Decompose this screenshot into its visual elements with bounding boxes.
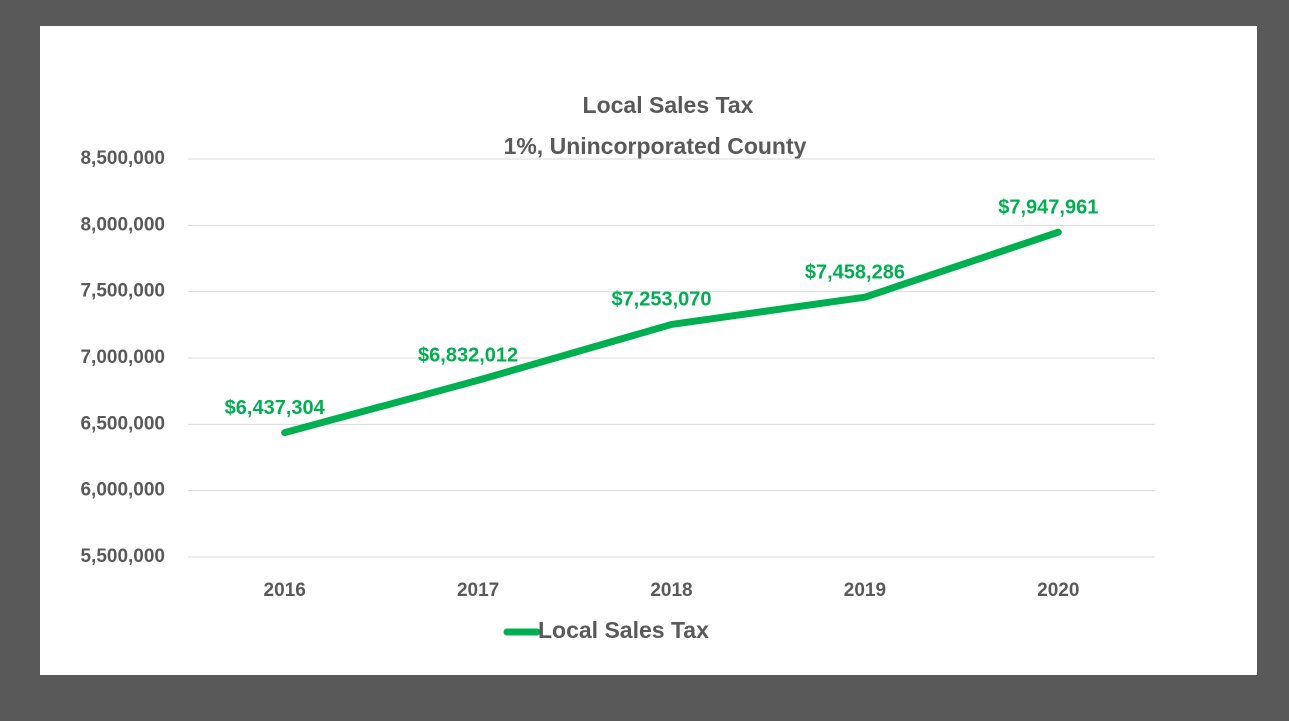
chart-panel: [40, 26, 1257, 675]
y-tick-label: 7,000,000: [80, 347, 165, 368]
x-tick-label: 2017: [457, 580, 499, 601]
data-label: $6,832,012: [418, 345, 518, 367]
x-tick-label: 2020: [1037, 580, 1079, 601]
data-label: $7,458,286: [805, 261, 905, 283]
data-label: $7,253,070: [611, 289, 711, 311]
y-tick-label: 8,500,000: [80, 148, 165, 169]
x-tick-label: 2016: [264, 580, 306, 601]
y-tick-label: 6,000,000: [80, 480, 165, 501]
data-label: $6,437,304: [225, 397, 326, 419]
y-tick-label: 6,500,000: [80, 413, 165, 434]
chart-title: Local Sales Tax: [583, 92, 754, 118]
data-label: $7,947,961: [998, 197, 1098, 219]
chart-subtitle: 1%, Unincorporated County: [504, 133, 807, 159]
y-tick-label: 7,500,000: [80, 281, 165, 302]
x-tick-label: 2019: [844, 580, 886, 601]
y-tick-label: 5,500,000: [80, 546, 165, 567]
data-line: [281, 228, 1062, 437]
y-tick-label: 8,000,000: [80, 214, 165, 235]
x-tick-label: 2018: [650, 580, 692, 601]
legend-label: Local Sales Tax: [538, 617, 709, 643]
